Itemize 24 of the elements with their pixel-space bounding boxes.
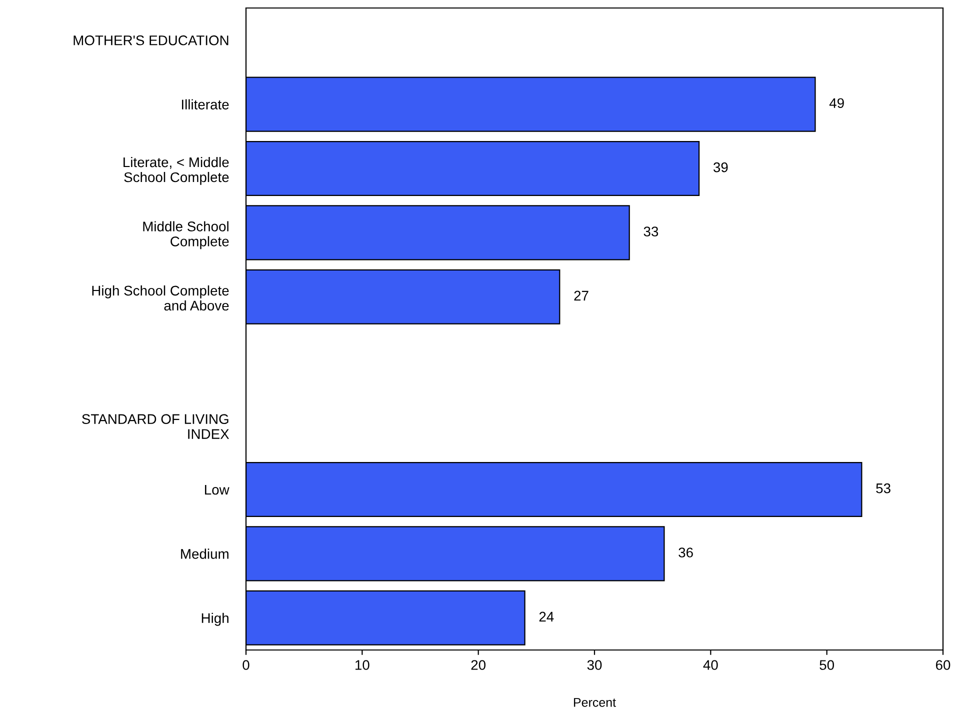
data-label: 49 (829, 98, 844, 108)
y-tick-label: High School Complete and Above (92, 285, 229, 311)
y-tick-label: Middle School Complete (143, 221, 229, 250)
y-tick-label: Literate, < Middle School Complete (124, 156, 229, 185)
data-label: 39 (713, 162, 728, 172)
data-label: 33 (644, 226, 658, 236)
y-tick-label: Illiterate (182, 99, 229, 110)
data-label: 36 (678, 548, 693, 558)
x-tick-label: 30 (587, 660, 602, 670)
y-tick-label: Medium (181, 548, 228, 559)
y-tick-label: STANDARD OF LIVING INDEX (82, 414, 230, 439)
x-tick-label: 60 (936, 660, 950, 670)
y-tick-label: MOTHER'S EDUCATION (74, 35, 228, 46)
data-label: 27 (574, 290, 588, 300)
x-axis-title: Percent (574, 698, 616, 707)
data-label: 53 (876, 483, 890, 494)
x-tick-label: 0 (242, 660, 250, 670)
x-tick-label: 10 (356, 660, 370, 670)
data-label: 24 (539, 612, 554, 622)
y-tick-label: High (202, 612, 228, 626)
y-tick-label: Low (204, 484, 230, 495)
x-tick-label: 20 (471, 660, 486, 670)
x-tick-label: 40 (703, 660, 718, 670)
x-tick-label: 50 (820, 660, 834, 670)
